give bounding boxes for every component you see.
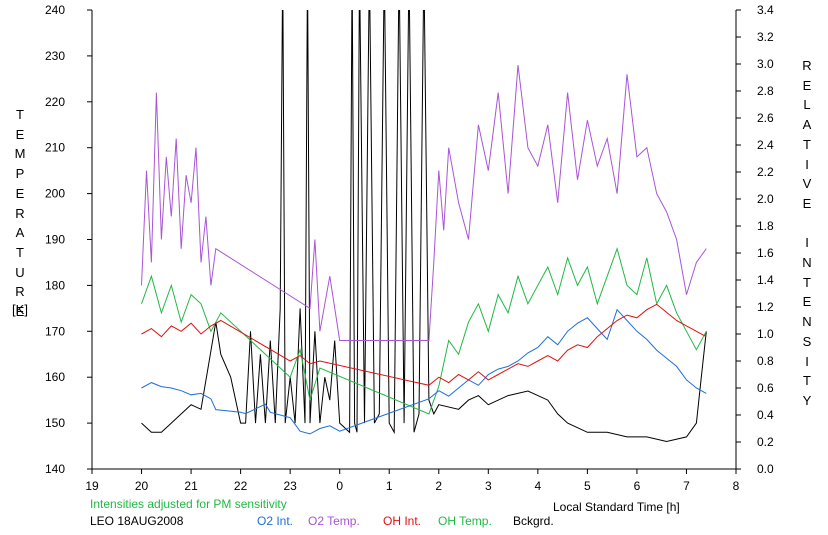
axis-title-letter xyxy=(799,214,815,234)
y-right-tick-label: 2.2 xyxy=(757,165,774,179)
axis-title-letter: I xyxy=(805,235,809,251)
axis-title-letter: U xyxy=(15,264,25,280)
y-right-tick-label: 0.8 xyxy=(757,354,774,368)
x-tick-label: 20 xyxy=(135,479,149,493)
axis-title-letter: Y xyxy=(802,392,812,408)
x-tick-label: 5 xyxy=(584,479,591,493)
y-right-tick-label: 3.2 xyxy=(757,30,774,44)
y-right-tick-label: 0.0 xyxy=(757,462,774,476)
x-tick-label: 19 xyxy=(85,479,99,493)
axis-title-letter: V xyxy=(802,176,812,192)
legend-item-ohtemp: OH Temp. xyxy=(438,514,492,528)
legend-item-bckgrd: Bckgrd. xyxy=(513,514,554,528)
x-tick-label: 21 xyxy=(184,479,198,493)
series-line-oh-int xyxy=(141,303,707,386)
y-right-tick-label: 2.6 xyxy=(757,111,774,125)
x-tick-label: 6 xyxy=(634,479,641,493)
y-right-tick-label: 1.2 xyxy=(757,300,774,314)
axis-title-letter: E xyxy=(15,304,25,320)
series-line-o2-temp xyxy=(141,65,707,341)
x-tick-label: 1 xyxy=(386,479,393,493)
axis-title-letter: T xyxy=(803,274,811,290)
axis-title-letter: R xyxy=(15,205,25,221)
x-tick-label: 4 xyxy=(535,479,542,493)
y-left-tick-label: 220 xyxy=(45,95,65,109)
axis-title-letter: T xyxy=(803,373,811,389)
y-right-tick-label: 1.8 xyxy=(757,219,774,233)
y-right-tick-label: 2.4 xyxy=(757,138,774,152)
axis-title-letter: E xyxy=(802,195,812,211)
axes-layer: 19 20 21 22 23 0 1 2 3 4 5 6 7 8140150160170180190200… xyxy=(45,3,774,493)
axis-title-letter: A xyxy=(802,117,812,133)
y-right-tick-label: 1.6 xyxy=(757,246,774,260)
axis-title-letter: R xyxy=(15,284,25,300)
series-line-oh-temp xyxy=(141,247,707,415)
y-right-tick-label: 1.4 xyxy=(757,273,774,287)
y-left-tick-label: 160 xyxy=(45,370,65,384)
y-left-tick-label: 230 xyxy=(45,49,65,63)
y-left-tick-label: 240 xyxy=(45,3,65,17)
axis-title-letter: M xyxy=(14,146,26,162)
y-left-tick-label: 150 xyxy=(45,416,65,430)
axis-title-letter: E xyxy=(802,77,812,93)
series-line-o2-int xyxy=(141,308,707,435)
x-tick-label: 3 xyxy=(485,479,492,493)
axis-title-letter: N xyxy=(802,314,812,330)
x-axis-title: Local Standard Time [h] xyxy=(553,500,680,514)
y-right-tick-label: 1.0 xyxy=(757,327,774,341)
axis-title-letter: T xyxy=(16,244,24,260)
axis-title-letter: E xyxy=(802,294,812,310)
axis-title-letter: A xyxy=(15,225,25,241)
y-left-tick-label: 180 xyxy=(45,278,65,292)
y-left-tick-label: 140 xyxy=(45,462,65,476)
y-right-tick-label: 2.8 xyxy=(757,84,774,98)
y-left-tick-label: 200 xyxy=(45,187,65,201)
y-right-tick-label: 3.0 xyxy=(757,57,774,71)
y-right-tick-label: 0.2 xyxy=(757,435,774,449)
x-tick-label: 22 xyxy=(234,479,248,493)
axis-title-letter: T xyxy=(16,107,24,122)
axis-title-letter: E xyxy=(15,185,25,201)
sensitivity-note: Intensities adjusted for PM sensitivity xyxy=(90,497,287,511)
axis-title-letter: R xyxy=(802,58,812,73)
x-tick-label: 8 xyxy=(733,479,740,493)
legend-item-ohint: OH Int. xyxy=(383,514,422,528)
axis-title-letter: S xyxy=(802,333,812,349)
axis-title-letter: I xyxy=(805,156,809,172)
x-tick-label: 2 xyxy=(435,479,442,493)
y-left-tick-label: 210 xyxy=(45,141,65,155)
axis-title-letter: L xyxy=(803,97,811,113)
x-tick-label: 0 xyxy=(336,479,343,493)
y-right-tick-label: 0.4 xyxy=(757,408,774,422)
axis-title-letter: T xyxy=(803,136,811,152)
y-right-tick-label: 3.4 xyxy=(757,3,774,17)
legend-item-o2temp: O2 Temp. xyxy=(308,514,360,528)
legend-item-o2int: O2 Int. xyxy=(257,514,294,528)
series-line-bckgrd xyxy=(141,10,707,443)
axis-title-letter: I xyxy=(805,353,809,369)
axis-title-letter: P xyxy=(15,166,25,182)
y-right-tick-label: 0.6 xyxy=(757,381,774,395)
y-left-tick-label: 190 xyxy=(45,233,65,247)
series-layer xyxy=(141,10,707,443)
x-tick-label: 7 xyxy=(683,479,690,493)
x-tick-label: 23 xyxy=(283,479,297,493)
y-left-tick-label: 170 xyxy=(45,324,65,338)
station-date-label: LEO 18AUG2008 xyxy=(90,514,184,528)
y-right-tick-label: 2.0 xyxy=(757,192,774,206)
y-axis-left-unit: [K] xyxy=(12,302,28,317)
axis-title-letter: N xyxy=(802,255,812,271)
axis-title-letter: E xyxy=(15,126,25,142)
